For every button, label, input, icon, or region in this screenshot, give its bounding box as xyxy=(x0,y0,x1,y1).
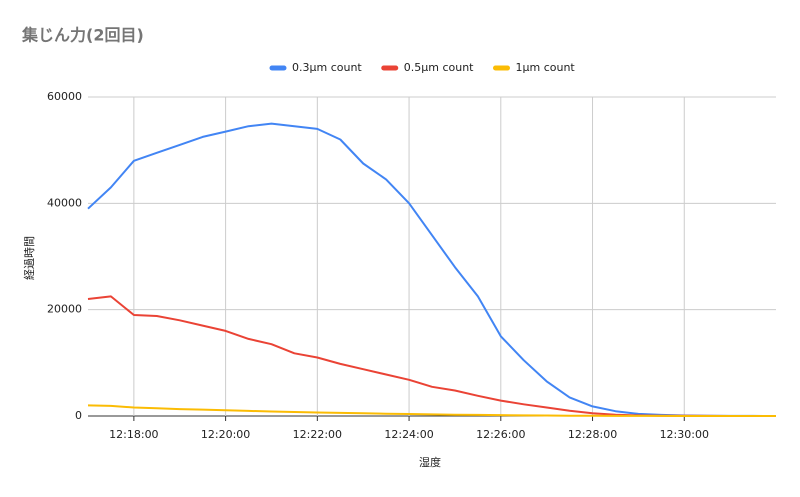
x-tick-label: 12:20:00 xyxy=(201,428,250,441)
x-tick-label: 12:22:00 xyxy=(293,428,342,441)
series-line xyxy=(87,295,776,417)
y-tick-label: 0 xyxy=(75,409,82,422)
x-tick-label: 12:24:00 xyxy=(384,428,433,441)
series-line xyxy=(87,122,777,417)
x-tick-label: 12:26:00 xyxy=(476,428,525,441)
x-tick-label: 12:30:00 xyxy=(660,428,709,441)
x-tick-label: 12:18:00 xyxy=(109,428,158,441)
legend-label: 0.3µm count xyxy=(292,61,362,74)
legend-label: 0.5µm count xyxy=(404,61,474,74)
legend-label: 1µm count xyxy=(516,61,576,74)
x-axis-label: 湿度 xyxy=(419,455,441,469)
x-tick-label: 12:28:00 xyxy=(568,428,617,441)
y-tick-label: 20000 xyxy=(47,303,82,316)
y-axis-label: 経過時間 xyxy=(23,236,36,280)
y-tick-label: 60000 xyxy=(47,90,82,103)
series-line xyxy=(87,404,776,417)
y-tick-label: 40000 xyxy=(47,196,82,209)
chart-title: 集じん力(2回目) xyxy=(21,26,144,45)
